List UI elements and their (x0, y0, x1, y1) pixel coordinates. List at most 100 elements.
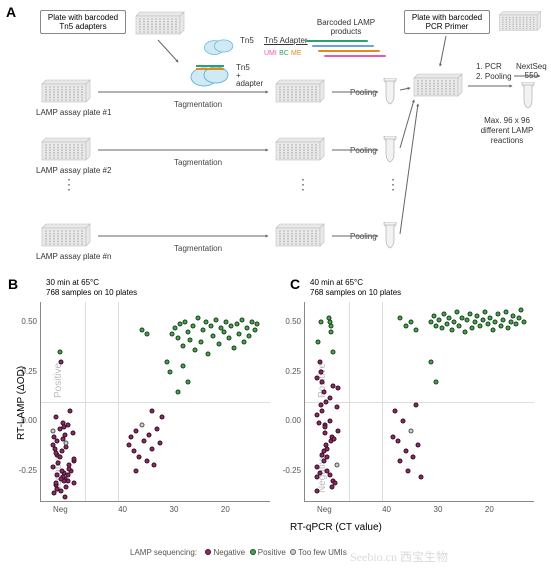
data-point (185, 379, 190, 384)
data-point (319, 319, 324, 324)
data-point (180, 363, 185, 368)
data-point (323, 425, 328, 430)
data-point (134, 469, 139, 474)
adapter-plate-box: Plate with barcoded Tn5 adapters (40, 10, 126, 34)
data-point (59, 477, 64, 482)
plot-c: 40 min at 65°C 768 samples on 10 plates … (304, 278, 544, 502)
pool-tube-2 (382, 222, 398, 250)
data-point (403, 449, 408, 454)
data-point (335, 385, 340, 390)
data-point (408, 429, 413, 434)
data-point (196, 315, 201, 320)
panel-a-label: A (6, 4, 16, 20)
data-point (70, 431, 75, 436)
data-point (53, 415, 58, 420)
adapter-plate-icon (132, 8, 188, 38)
lamp-plate-1 (38, 134, 94, 164)
data-point (493, 319, 498, 324)
data-point (232, 345, 237, 350)
data-point (413, 327, 418, 332)
data-point (429, 319, 434, 324)
data-point (237, 331, 242, 336)
data-point (408, 319, 413, 324)
data-point (175, 335, 180, 340)
data-point (488, 315, 493, 320)
data-point (142, 439, 147, 444)
data-point (175, 389, 180, 394)
data-point (203, 319, 208, 324)
data-point (60, 421, 65, 426)
data-point (416, 443, 421, 448)
data-point (157, 441, 162, 446)
nextseq-text: NextSeq 550 (516, 62, 547, 80)
data-point (315, 375, 320, 380)
data-point (418, 475, 423, 480)
data-point (58, 427, 63, 432)
data-point (188, 337, 193, 342)
data-point (160, 415, 165, 420)
data-point (144, 459, 149, 464)
data-point (503, 309, 508, 314)
data-point (183, 319, 188, 324)
data-point (452, 319, 457, 324)
data-point (483, 309, 488, 314)
data-point (165, 359, 170, 364)
data-point (478, 323, 483, 328)
data-point (395, 439, 400, 444)
data-point (323, 431, 328, 436)
data-point (71, 481, 76, 486)
panel-c-label: C (290, 276, 300, 292)
data-point (65, 423, 70, 428)
data-point (60, 449, 65, 454)
data-point (327, 473, 332, 478)
data-point (252, 327, 257, 332)
data-point (327, 419, 332, 424)
data-point (501, 317, 506, 322)
data-point (314, 413, 319, 418)
data-point (333, 481, 338, 486)
plot-b: 30 min at 65°C 768 samples on 10 plates … (40, 278, 280, 502)
max-reactions-text: Max. 96 x 96 different LAMP reactions (468, 116, 546, 146)
data-point (519, 307, 524, 312)
tn5-adapter-complex-icon (188, 62, 232, 88)
data-point (393, 409, 398, 414)
adapter-plate-text: Plate with barcoded Tn5 adapters (48, 13, 118, 31)
data-point (139, 327, 144, 332)
pcr-plate-text: Plate with barcoded PCR Primer (412, 13, 482, 31)
data-point (50, 443, 55, 448)
data-point (206, 351, 211, 356)
data-point (167, 369, 172, 374)
data-point (329, 329, 334, 334)
lamp-plate-0 (38, 76, 94, 106)
data-point (400, 419, 405, 424)
tn5-plus-adapter-text: Tn5 + adapter (236, 64, 263, 88)
data-point (321, 389, 326, 394)
panel-a: A Plate with barcoded Tn5 adapters Tn5 T… (6, 4, 546, 264)
pcr-steps-text: 1. PCR 2. Pooling (476, 62, 512, 82)
data-point (514, 321, 519, 326)
data-point (67, 409, 72, 414)
data-point (224, 319, 229, 324)
data-point (485, 321, 490, 326)
data-point (335, 463, 340, 468)
data-point (335, 429, 340, 434)
data-point (324, 447, 329, 452)
data-point (472, 319, 477, 324)
data-point (444, 321, 449, 326)
data-point (139, 423, 144, 428)
data-point (154, 427, 159, 432)
plot-b-title: 30 min at 65°C 768 samples on 10 plates (46, 278, 280, 298)
data-point (134, 429, 139, 434)
data-point (319, 379, 324, 384)
data-point (59, 469, 64, 474)
pool-tube-1 (382, 136, 398, 164)
data-point (63, 495, 68, 500)
data-point (239, 317, 244, 322)
data-point (480, 317, 485, 322)
data-point (317, 421, 322, 426)
data-point (315, 489, 320, 494)
data-point (323, 399, 328, 404)
data-point (221, 329, 226, 334)
data-point (462, 329, 467, 334)
y-axis-title: RT-LAMP (ΔOD) (16, 366, 27, 440)
